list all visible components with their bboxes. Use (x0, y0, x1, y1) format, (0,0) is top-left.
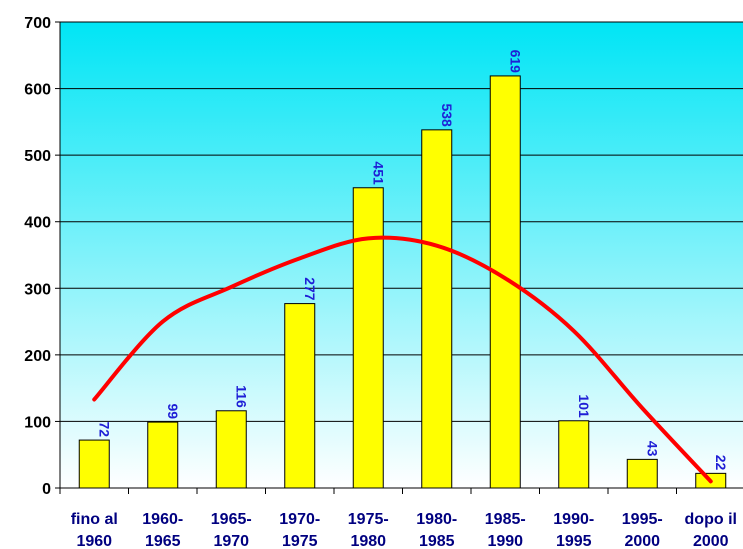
x-tick-label: 1990 (487, 533, 523, 549)
bar (489, 75, 521, 489)
x-tick-labels: fino al 1960 1960- 1965 1965- 1970 1970- 1975 19… (71, 511, 737, 549)
data-label: 99 (165, 404, 181, 420)
y-tick-labels: 0 100 200 300 400 500 600 700 (24, 15, 51, 498)
y-tick-label: 200 (24, 348, 51, 365)
data-label: 619 (507, 50, 523, 74)
bar (352, 187, 384, 489)
bar (147, 421, 179, 489)
y-tick-label: 600 (24, 82, 51, 99)
x-tick-label: 1985 (419, 533, 455, 549)
y-tick-label: 0 (42, 481, 51, 498)
x-tick-label: 1965- (211, 511, 252, 528)
data-label: 22 (713, 455, 729, 471)
x-tick-label: 1985- (485, 511, 526, 528)
data-label: 72 (96, 421, 112, 437)
x-tick-label: 2000 (693, 533, 729, 549)
data-label: 538 (439, 103, 455, 127)
x-tick-label: 2000 (624, 533, 660, 549)
bar (421, 129, 453, 489)
y-tick-label: 700 (24, 15, 51, 32)
x-tick-label: 1995- (622, 511, 663, 528)
bar (284, 303, 316, 489)
x-tick-label: fino al (71, 511, 118, 528)
x-tick-label: 1960- (142, 511, 183, 528)
x-tick-label: 1995 (556, 533, 592, 549)
trend-line (92, 235, 713, 484)
x-tick-label: dopo il (685, 511, 737, 528)
data-label: 451 (370, 161, 386, 185)
x-tick-label: 1965 (145, 533, 181, 549)
bar (215, 410, 247, 489)
x-tick-label: 1980- (416, 511, 457, 528)
bar (626, 458, 658, 489)
data-label: 116 (233, 385, 249, 408)
y-tick-label: 500 (24, 148, 51, 165)
y-tick-label: 400 (24, 215, 51, 232)
y-tick-label: 300 (24, 281, 51, 298)
data-label: 277 (302, 277, 318, 301)
data-label: 43 (644, 441, 660, 457)
x-tick-label: 1960 (76, 533, 112, 549)
axes (55, 21, 743, 494)
x-tick-label: 1975 (282, 533, 318, 549)
x-tick-label: 1970 (213, 533, 249, 549)
gridlines (60, 21, 743, 422)
x-tick-label: 1975- (348, 511, 389, 528)
bar (558, 420, 590, 489)
x-tick-label: 1970- (279, 511, 320, 528)
plot-area (60, 22, 743, 488)
y-tick-label: 100 (24, 414, 51, 431)
bar (78, 439, 110, 489)
data-label: 101 (576, 394, 592, 418)
x-tick-label: 1980 (350, 533, 386, 549)
x-tick-label: 1990- (553, 511, 594, 528)
data-labels: 72 99 116 277 451 538 619 101 43 22 (96, 50, 729, 471)
